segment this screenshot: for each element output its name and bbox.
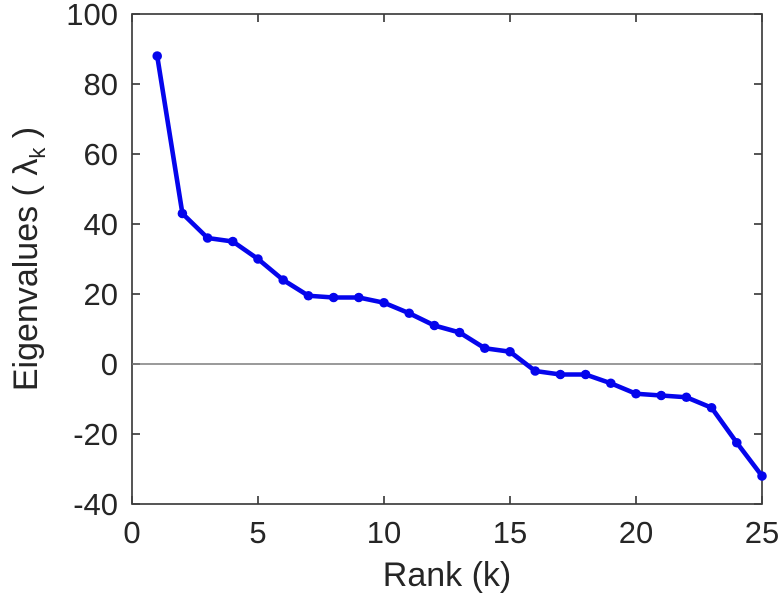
x-tick-label: 10 [367, 515, 401, 550]
data-point-marker [631, 388, 641, 399]
y-axis-label-suffix: ) [7, 126, 45, 148]
axes-frame [131, 13, 763, 505]
data-point-marker [580, 369, 591, 380]
y-axis-label-prefix: Eigenvalues ( [7, 175, 45, 392]
axes-box [131, 13, 763, 505]
data-point-marker [253, 254, 263, 264]
data-point-marker [606, 378, 616, 389]
y-tick-label: 0 [101, 347, 118, 382]
tick-labels: 0 5 10 15 20 25 -40 -20 0 20 40 60 80 100 [66, 0, 779, 550]
data-point-marker [202, 233, 213, 243]
data-point-marker [530, 366, 540, 376]
y-tick-label: -40 [73, 487, 118, 522]
data-point-marker [152, 51, 162, 61]
data-point-marker [328, 292, 339, 303]
x-tick-label: 0 [123, 515, 140, 550]
data-point-marker [303, 290, 314, 301]
tick-marks [131, 13, 763, 505]
eigenvalue-line [154, 53, 765, 479]
data-point-marker [278, 275, 289, 285]
data-point-marker [228, 236, 238, 247]
y-tick-label: -20 [73, 417, 118, 452]
data-point-marker [354, 292, 364, 303]
data-point-marker [757, 471, 767, 481]
data-point-marker [505, 346, 515, 357]
x-tick-label: 25 [745, 515, 779, 550]
lambda-symbol: λ [7, 158, 45, 176]
y-tick-label: 100 [66, 0, 118, 32]
lambda-subscript: k [24, 147, 50, 159]
data-point-marker [454, 327, 465, 338]
data-point-marker [656, 390, 666, 401]
data-point-marker [404, 308, 415, 319]
y-tick-label: 20 [84, 277, 118, 312]
data-point-marker [480, 343, 490, 354]
data-point-marker [555, 369, 566, 380]
data-point-marker [681, 392, 692, 403]
data-point-marker [706, 402, 717, 413]
data-point-marker [429, 320, 440, 331]
data-point-marker [177, 208, 188, 219]
x-tick-label: 15 [493, 515, 527, 550]
y-tick-label: 40 [84, 207, 118, 242]
data-point-marker [732, 437, 742, 448]
y-tick-label: 60 [84, 137, 118, 172]
y-tick-label: 80 [84, 67, 118, 102]
y-axis-label: Eigenvalues ( λk ) [4, 59, 50, 459]
eigenvalue-series [152, 51, 767, 481]
x-tick-label: 20 [619, 515, 653, 550]
x-tick-label: 5 [249, 515, 266, 550]
data-point-marker [379, 297, 389, 308]
x-axis-label: Rank (k) [383, 556, 511, 594]
